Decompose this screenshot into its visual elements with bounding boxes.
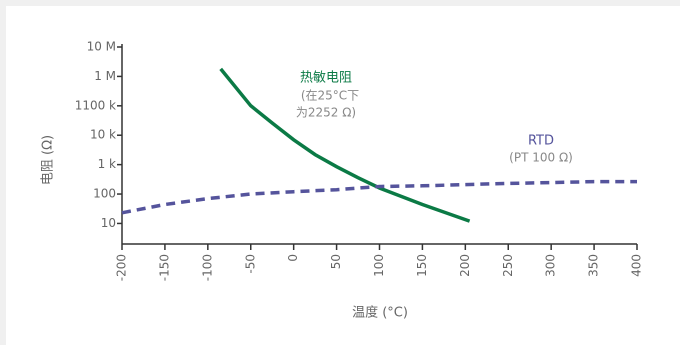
y-tick-label: 10 (101, 216, 116, 230)
y-tick-label: 100 (93, 187, 116, 201)
x-tick-label: 350 (587, 254, 601, 277)
series-label: RTD (528, 134, 554, 149)
y-tick-label: 1100 k (75, 98, 116, 112)
x-tick-label: 400 (630, 254, 644, 277)
y-tick-label: 1 k (98, 157, 116, 171)
x-axis-label: 温度 (°C) (352, 305, 408, 321)
x-tick-label: 0 (286, 254, 300, 262)
series-line (121, 179, 637, 215)
series-label: 热敏电阻 (300, 71, 352, 86)
y-axis-label: 电阻 (Ω) (41, 135, 56, 185)
x-tick-label: -50 (243, 254, 257, 274)
y-tick-label: 10 M (87, 40, 116, 54)
x-tick-label: -150 (157, 254, 171, 281)
annotation: 为2252 Ω) (296, 106, 356, 120)
annotation: (在25°C下 (301, 89, 359, 103)
x-tick-label: 200 (458, 254, 472, 277)
x-tick-label: -100 (200, 254, 214, 281)
x-tick-label: -200 (115, 254, 129, 281)
x-tick-label: 250 (501, 254, 515, 277)
x-tick-label: 100 (372, 254, 386, 277)
y-tick-label: 1 M (94, 69, 116, 83)
y-tick-label: 10 k (90, 128, 116, 142)
x-tick-label: 150 (415, 254, 429, 277)
series-line (219, 67, 471, 223)
x-tick-label: 50 (329, 254, 343, 269)
x-tick-label: 300 (544, 254, 558, 277)
annotation: (PT 100 Ω) (509, 151, 573, 165)
